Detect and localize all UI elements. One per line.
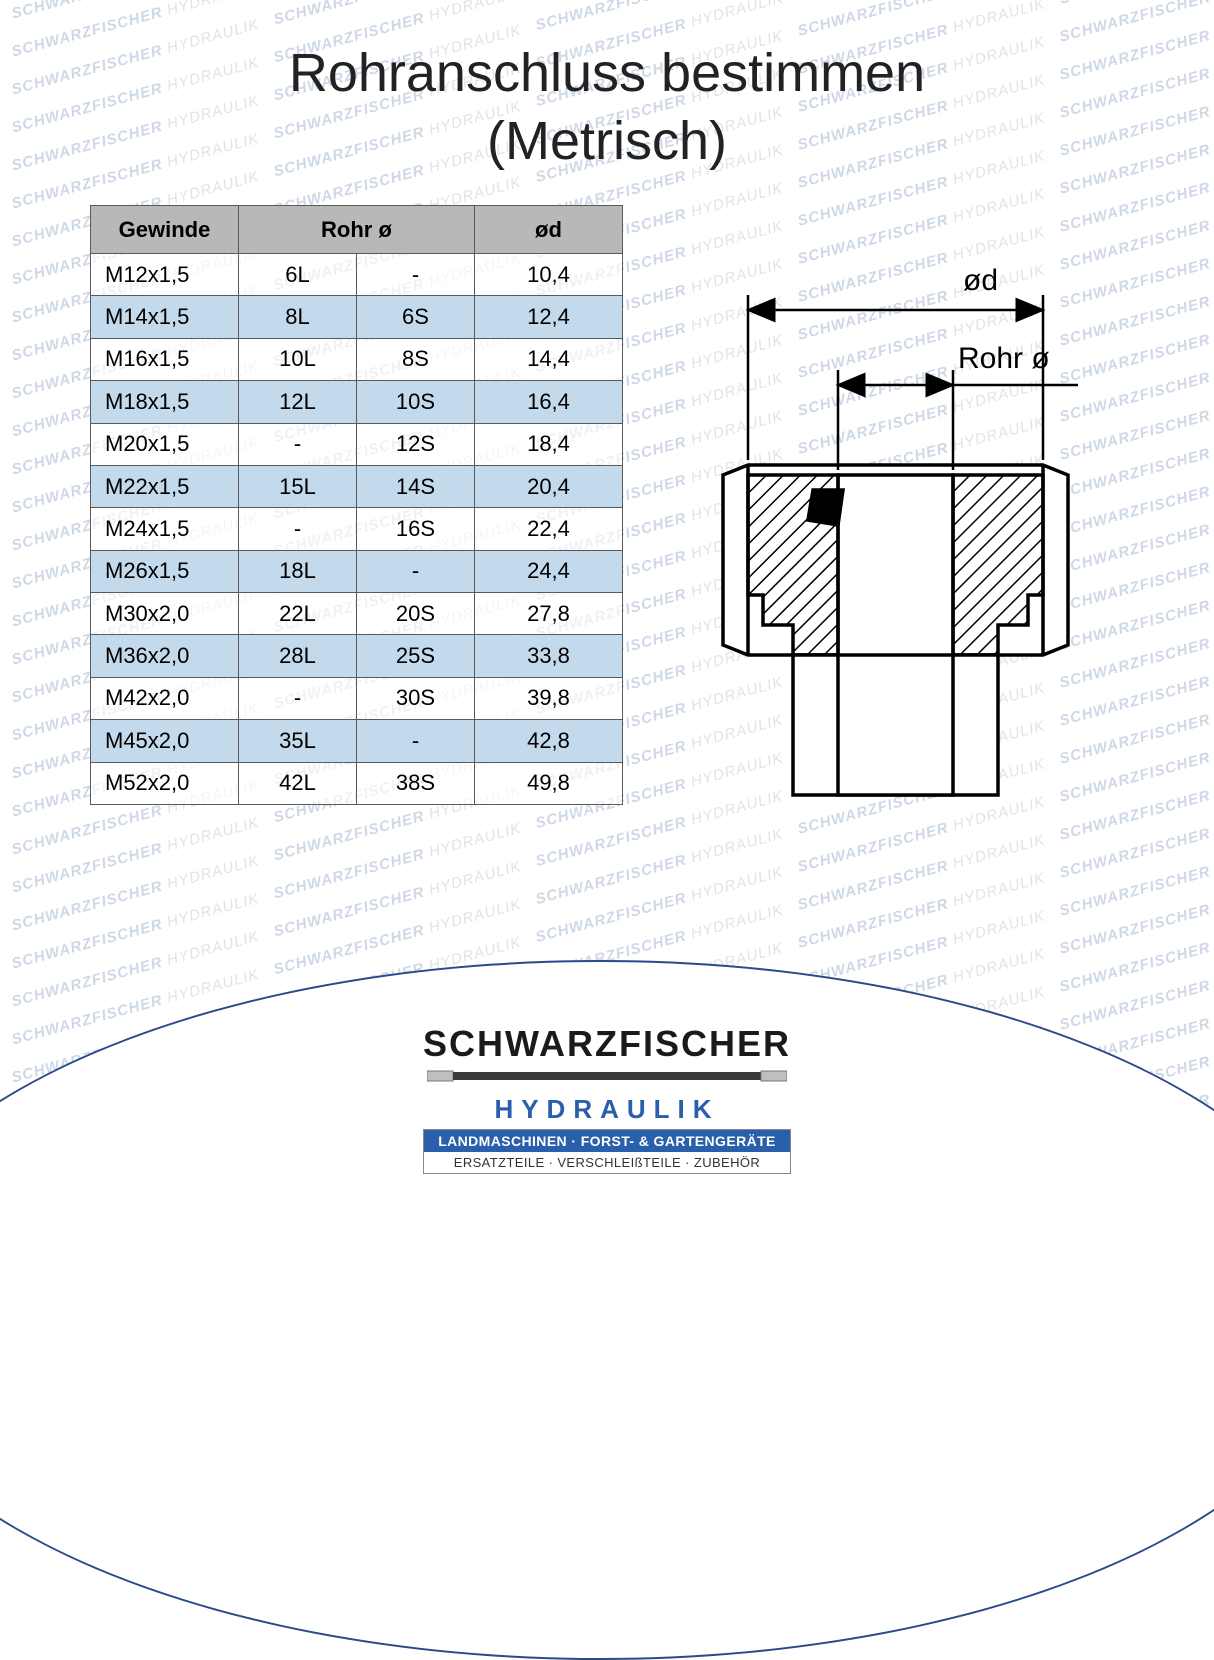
table-cell: 33,8	[475, 635, 623, 677]
table-row: M26x1,518L-24,4	[91, 550, 623, 592]
table-row: M45x2,035L-42,8	[91, 720, 623, 762]
table-cell: -	[357, 254, 475, 296]
table-cell: 20S	[357, 593, 475, 635]
table-cell: M26x1,5	[91, 550, 239, 592]
table-cell: 38S	[357, 762, 475, 805]
table-row: M30x2,022L20S27,8	[91, 593, 623, 635]
table-cell: -	[239, 677, 357, 719]
table-cell: M52x2,0	[91, 762, 239, 805]
title-line-1: Rohranschluss bestimmen	[289, 43, 925, 103]
table-cell: 42,8	[475, 720, 623, 762]
table-cell: M30x2,0	[91, 593, 239, 635]
table-cell: M36x2,0	[91, 635, 239, 677]
table-row: M16x1,510L8S14,4	[91, 338, 623, 380]
table-row: M22x1,515L14S20,4	[91, 465, 623, 507]
brand-tagbar: LANDMASCHINEN · FORST- & GARTENGERÄTE ER…	[423, 1129, 791, 1174]
table-cell: 6S	[357, 296, 475, 338]
brand-name: SCHWARZFISCHER	[0, 1023, 1214, 1065]
table-cell: 8L	[239, 296, 357, 338]
label-rohr: Rohr ø	[958, 342, 1050, 375]
table-row: M24x1,5-16S22,4	[91, 508, 623, 550]
table-cell: -	[239, 423, 357, 465]
table-cell: 12S	[357, 423, 475, 465]
table-cell: M45x2,0	[91, 720, 239, 762]
table-row: M18x1,512L10S16,4	[91, 381, 623, 423]
table-cell: 15L	[239, 465, 357, 507]
table-cell: 39,8	[475, 677, 623, 719]
table-cell: M24x1,5	[91, 508, 239, 550]
table-cell: 8S	[357, 338, 475, 380]
table-cell: 25S	[357, 635, 475, 677]
table-cell: M42x2,0	[91, 677, 239, 719]
table-row: M12x1,56L-10,4	[91, 254, 623, 296]
table-cell: 49,8	[475, 762, 623, 805]
table-cell: M18x1,5	[91, 381, 239, 423]
table-body: M12x1,56L-10,4M14x1,58L6S12,4M16x1,510L8…	[91, 254, 623, 805]
table-cell: 14S	[357, 465, 475, 507]
table-cell: 24,4	[475, 550, 623, 592]
table-cell: 10S	[357, 381, 475, 423]
table-cell: M16x1,5	[91, 338, 239, 380]
table-cell: M12x1,5	[91, 254, 239, 296]
table-cell: 30S	[357, 677, 475, 719]
table-header-cell: ød	[475, 206, 623, 254]
table-cell: M22x1,5	[91, 465, 239, 507]
tagbar-bottom: ERSATZTEILE · VERSCHLEIßTEILE · ZUBEHÖR	[424, 1152, 790, 1173]
table-row: M14x1,58L6S12,4	[91, 296, 623, 338]
hose-icon	[427, 1069, 787, 1083]
table-cell: 27,8	[475, 593, 623, 635]
footer: SCHWARZFISCHER HYDRAULIK LANDMASCHINEN ·…	[0, 1023, 1214, 1174]
table-cell: 10L	[239, 338, 357, 380]
table-cell: 20,4	[475, 465, 623, 507]
table-row: M42x2,0-30S39,8	[91, 677, 623, 719]
table-cell: 12L	[239, 381, 357, 423]
table-cell: -	[357, 720, 475, 762]
table-row: M20x1,5-12S18,4	[91, 423, 623, 465]
tagbar-top: LANDMASCHINEN · FORST- & GARTENGERÄTE	[424, 1130, 790, 1152]
table-cell: 22,4	[475, 508, 623, 550]
table-cell: 42L	[239, 762, 357, 805]
brand-sub: HYDRAULIK	[0, 1094, 1214, 1125]
table-cell: 16,4	[475, 381, 623, 423]
table-cell: 35L	[239, 720, 357, 762]
table-cell: 12,4	[475, 296, 623, 338]
table-cell: 14,4	[475, 338, 623, 380]
table-cell: 10,4	[475, 254, 623, 296]
table-cell: M20x1,5	[91, 423, 239, 465]
table-header-cell: Gewinde	[91, 206, 239, 254]
page-title: Rohranschluss bestimmen (Metrisch)	[0, 0, 1214, 175]
table-cell: -	[357, 550, 475, 592]
thread-table: GewindeRohr øød M12x1,56L-10,4M14x1,58L6…	[90, 205, 623, 805]
table-row: M52x2,042L38S49,8	[91, 762, 623, 805]
table-cell: 16S	[357, 508, 475, 550]
table-cell: 6L	[239, 254, 357, 296]
table-cell: M14x1,5	[91, 296, 239, 338]
table-cell: 18,4	[475, 423, 623, 465]
table-cell: 18L	[239, 550, 357, 592]
title-line-2: (Metrisch)	[487, 111, 727, 171]
table-cell: 22L	[239, 593, 357, 635]
table-header-cell: Rohr ø	[239, 206, 475, 254]
label-od: ød	[963, 264, 998, 297]
table-row: M36x2,028L25S33,8	[91, 635, 623, 677]
table-cell: -	[239, 508, 357, 550]
fitting-diagram: ød Rohr ø	[663, 205, 1154, 805]
table-head: GewindeRohr øød	[91, 206, 623, 254]
table-cell: 28L	[239, 635, 357, 677]
